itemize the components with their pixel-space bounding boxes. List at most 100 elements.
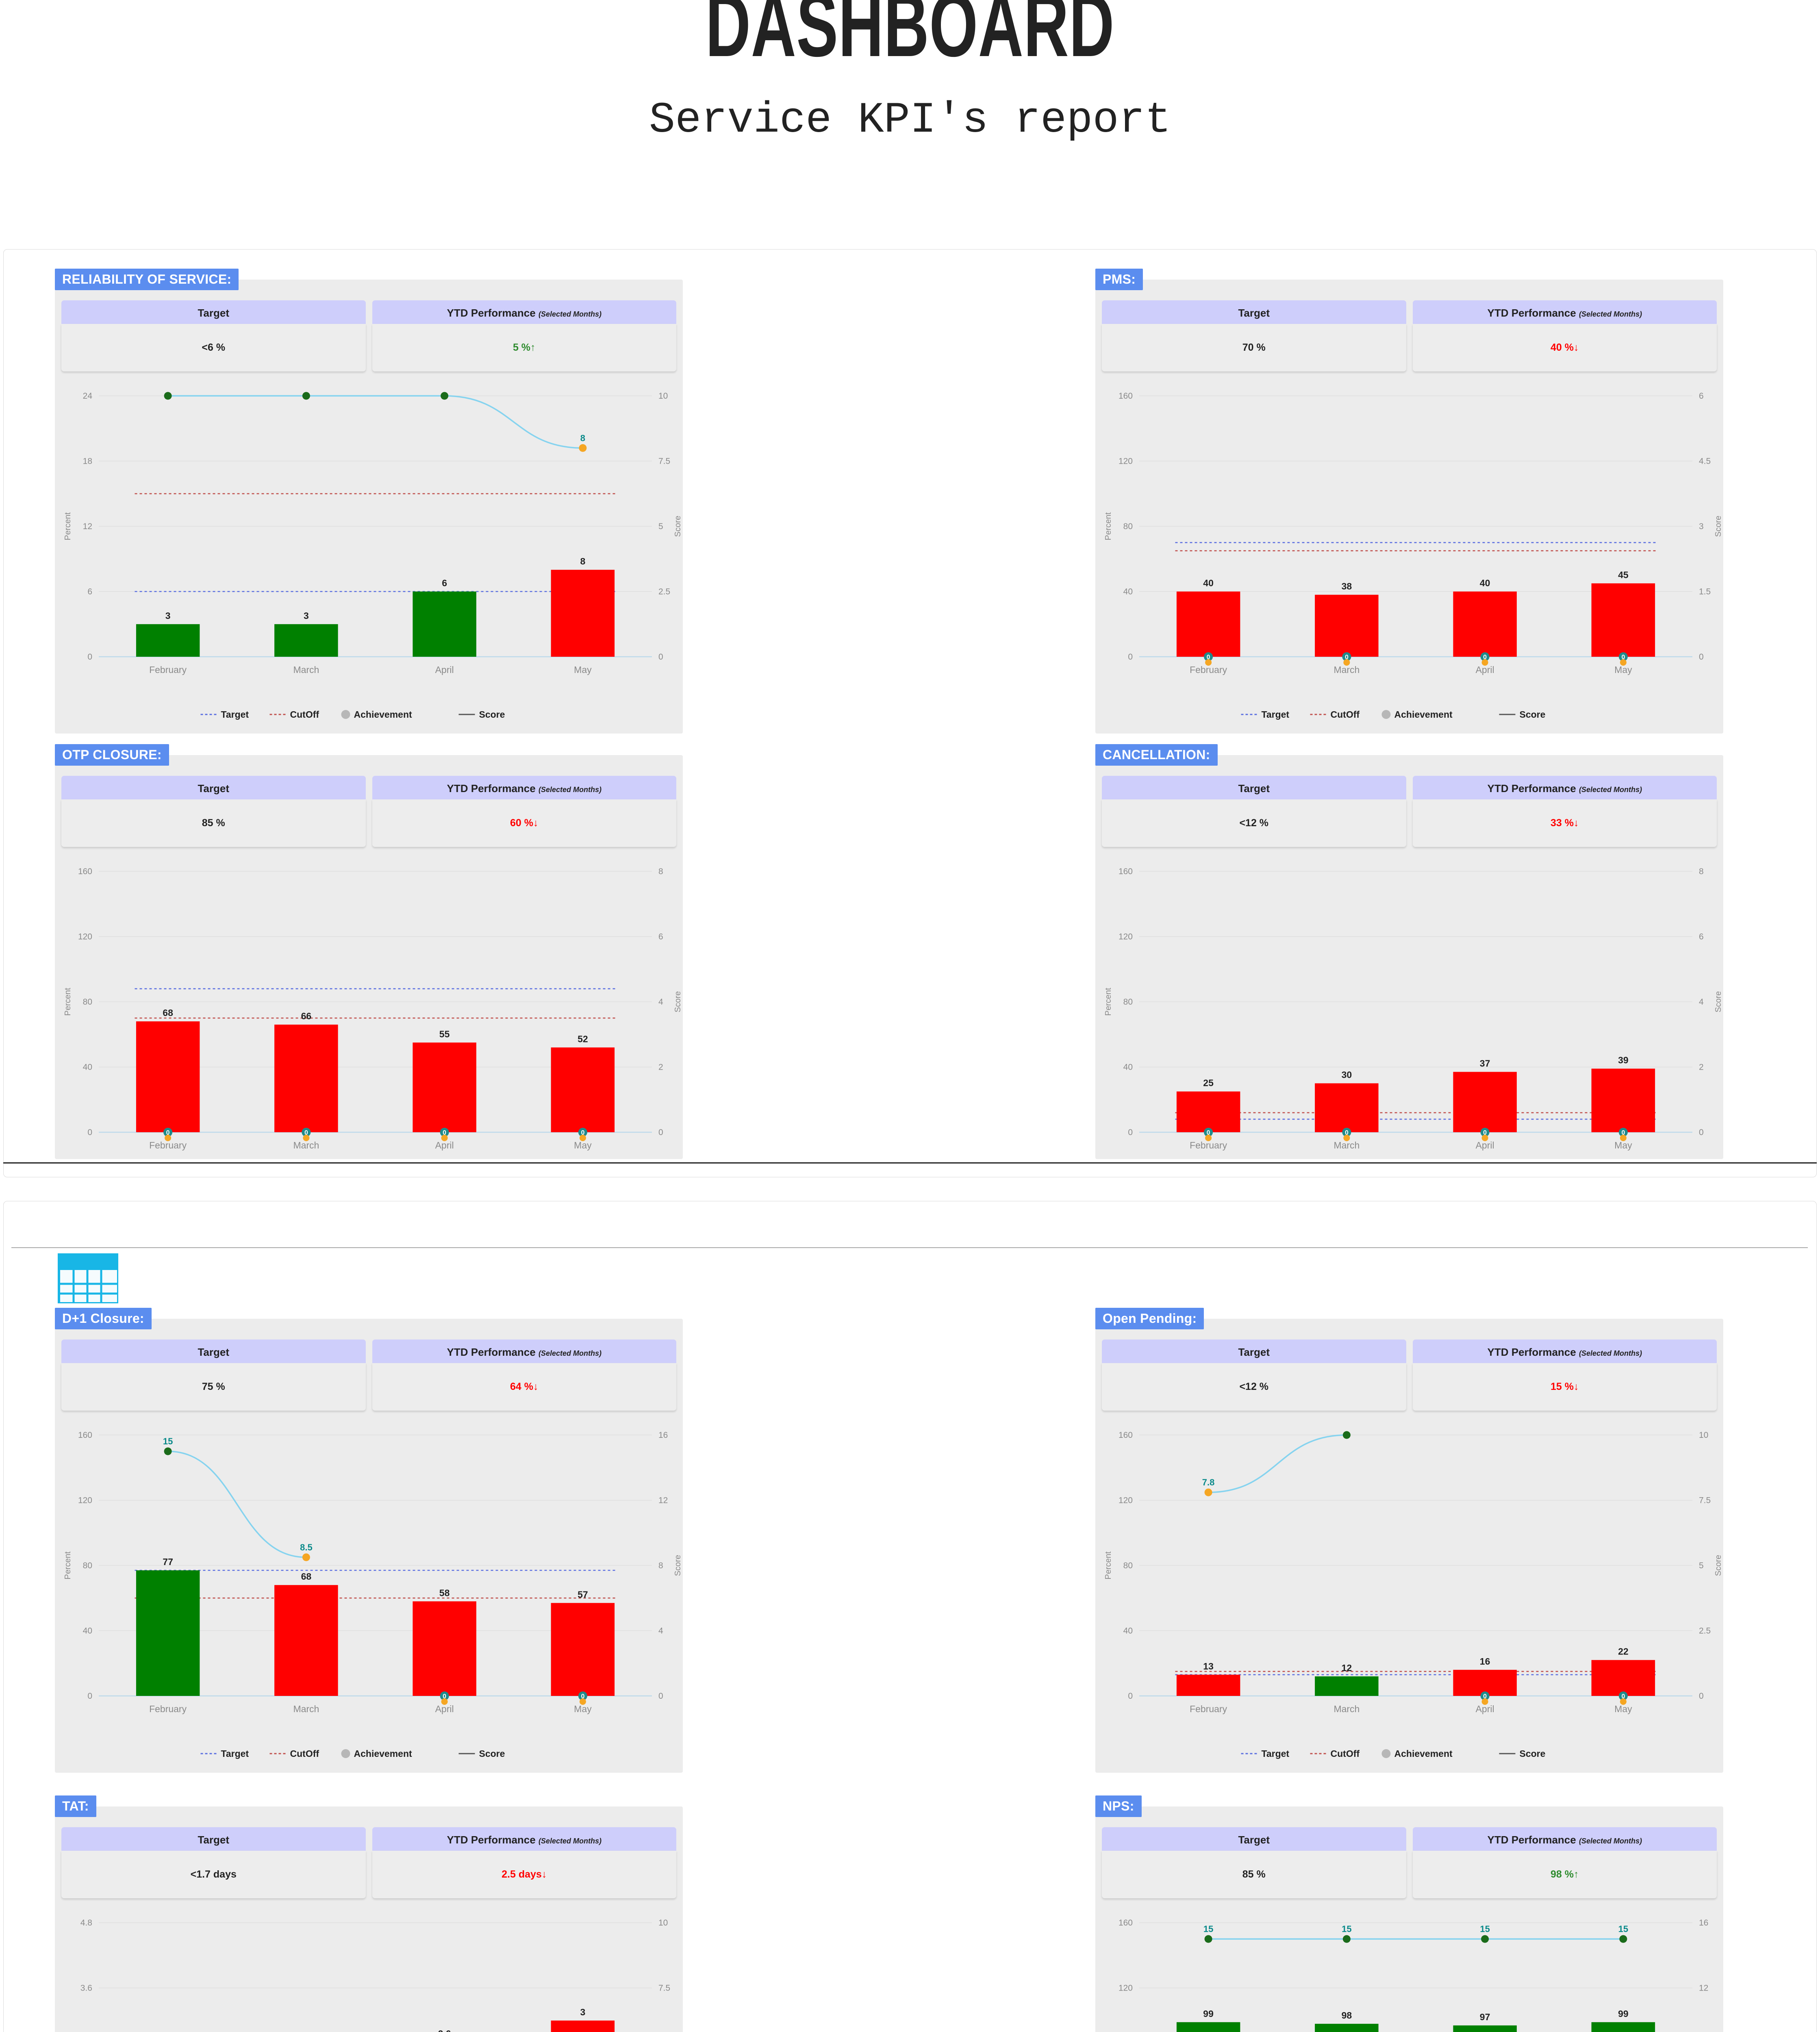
svg-text:7.5: 7.5 (658, 1984, 670, 1993)
svg-text:80: 80 (1123, 522, 1133, 531)
svg-text:1.5: 1.5 (1699, 587, 1711, 597)
svg-text:Target: Target (221, 1748, 249, 1759)
svg-text:24: 24 (83, 392, 93, 401)
svg-text:120: 120 (1118, 1984, 1133, 1993)
svg-text:March: March (1334, 664, 1360, 675)
svg-text:Score: Score (673, 991, 682, 1012)
svg-text:15: 15 (1618, 1924, 1628, 1934)
svg-text:3: 3 (1699, 522, 1704, 531)
svg-text:CutOff: CutOff (1331, 709, 1360, 720)
svg-text:April: April (1476, 664, 1494, 675)
svg-text:57: 57 (578, 1589, 588, 1600)
svg-text:55: 55 (439, 1029, 450, 1039)
svg-text:4: 4 (658, 1626, 663, 1636)
svg-text:March: March (293, 1140, 319, 1151)
svg-text:8: 8 (580, 556, 586, 567)
svg-text:March: March (293, 664, 319, 675)
svg-text:40: 40 (1123, 1063, 1133, 1072)
svg-text:7.5: 7.5 (1699, 1496, 1711, 1505)
svg-text:Percent: Percent (1104, 1551, 1113, 1579)
svg-text:38: 38 (1342, 581, 1352, 592)
svg-text:6: 6 (658, 932, 663, 942)
svg-text:160: 160 (1118, 1919, 1133, 1928)
svg-text:May: May (1614, 1704, 1632, 1714)
svg-text:February: February (1190, 1140, 1227, 1151)
svg-text:8: 8 (1699, 867, 1704, 876)
svg-text:Score: Score (479, 1748, 505, 1759)
svg-text:120: 120 (1118, 932, 1133, 942)
svg-text:40: 40 (83, 1063, 92, 1072)
svg-text:12: 12 (1342, 1663, 1352, 1673)
svg-text:12: 12 (658, 1496, 668, 1505)
svg-text:6: 6 (1699, 392, 1704, 401)
svg-text:March: March (1334, 1140, 1360, 1151)
svg-text:5: 5 (658, 522, 663, 531)
svg-text:2: 2 (658, 1063, 663, 1072)
svg-text:77: 77 (163, 1557, 173, 1567)
svg-text:Score: Score (673, 516, 682, 537)
svg-text:0: 0 (658, 652, 663, 662)
svg-text:Score: Score (1714, 991, 1723, 1012)
svg-text:May: May (574, 1140, 592, 1151)
svg-text:10: 10 (1699, 1431, 1708, 1440)
svg-text:Score: Score (1714, 1555, 1723, 1576)
svg-text:Percent: Percent (1104, 988, 1113, 1016)
svg-text:0: 0 (1128, 1128, 1133, 1137)
svg-text:6: 6 (442, 578, 447, 588)
svg-text:February: February (149, 1140, 187, 1151)
svg-text:3: 3 (304, 610, 309, 621)
svg-text:8: 8 (580, 433, 585, 443)
svg-text:120: 120 (1118, 1496, 1133, 1505)
svg-text:3: 3 (580, 2007, 586, 2017)
svg-text:0: 0 (658, 1128, 663, 1137)
svg-text:0: 0 (1128, 1691, 1133, 1701)
svg-text:39: 39 (1618, 1055, 1629, 1066)
svg-text:April: April (435, 1704, 454, 1714)
svg-text:February: February (1190, 1704, 1227, 1714)
svg-text:120: 120 (78, 1496, 92, 1505)
svg-text:Score: Score (1520, 1748, 1546, 1759)
svg-text:April: April (1476, 1704, 1494, 1714)
svg-text:30: 30 (1342, 1070, 1352, 1080)
svg-text:2.5: 2.5 (1699, 1626, 1711, 1636)
svg-text:0: 0 (1699, 652, 1704, 662)
svg-text:7.8: 7.8 (1202, 1477, 1215, 1487)
svg-text:Achievement: Achievement (354, 1748, 413, 1759)
svg-text:66: 66 (301, 1011, 312, 1021)
svg-text:Achievement: Achievement (1394, 709, 1453, 720)
svg-text:February: February (149, 1704, 187, 1714)
svg-text:99: 99 (1618, 2008, 1629, 2019)
svg-text:40: 40 (83, 1626, 92, 1636)
svg-text:97: 97 (1480, 2012, 1490, 2022)
svg-text:6: 6 (87, 587, 92, 597)
svg-text:Percent: Percent (63, 988, 72, 1016)
svg-text:160: 160 (1118, 1431, 1133, 1440)
svg-text:5: 5 (1699, 1561, 1704, 1570)
svg-text:98: 98 (1342, 2010, 1352, 2021)
svg-text:2: 2 (1699, 1063, 1704, 1072)
svg-text:Score: Score (673, 1555, 682, 1576)
svg-text:12: 12 (83, 522, 92, 531)
svg-text:Achievement: Achievement (354, 709, 413, 720)
svg-text:120: 120 (78, 932, 92, 942)
svg-text:12: 12 (1699, 1984, 1708, 1993)
svg-text:8: 8 (658, 1561, 663, 1570)
svg-text:160: 160 (78, 867, 92, 876)
svg-text:25: 25 (1203, 1078, 1214, 1088)
svg-text:Target: Target (221, 709, 249, 720)
svg-text:May: May (574, 664, 592, 675)
svg-text:16: 16 (1699, 1919, 1708, 1928)
svg-text:Percent: Percent (1104, 512, 1113, 540)
svg-text:0: 0 (1699, 1128, 1704, 1137)
svg-text:May: May (574, 1704, 592, 1714)
svg-text:2.5: 2.5 (658, 587, 670, 597)
svg-text:May: May (1614, 664, 1632, 675)
svg-text:10: 10 (658, 1919, 668, 1928)
svg-text:160: 160 (78, 1431, 92, 1440)
svg-text:40: 40 (1123, 587, 1133, 597)
svg-text:May: May (1614, 1140, 1632, 1151)
svg-text:40: 40 (1480, 578, 1490, 588)
svg-text:80: 80 (1123, 1561, 1133, 1570)
svg-text:3: 3 (165, 610, 171, 621)
svg-text:8: 8 (658, 867, 663, 876)
